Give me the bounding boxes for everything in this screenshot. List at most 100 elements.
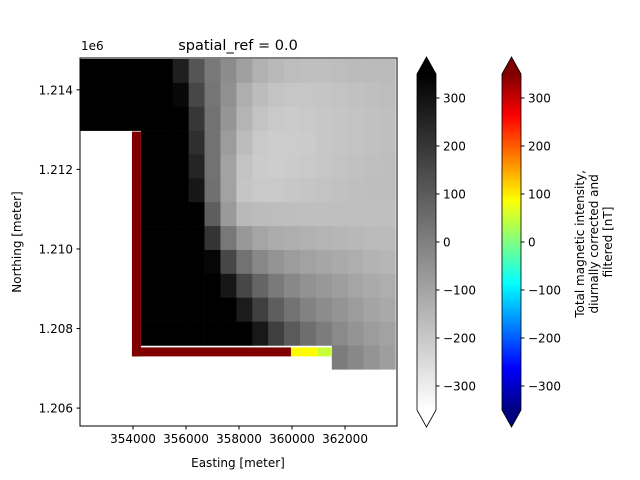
raster-cell — [172, 82, 189, 108]
raster-cell — [156, 58, 174, 84]
raster-cell — [268, 154, 285, 179]
raster-cell — [315, 202, 333, 227]
raster-cell — [299, 297, 317, 322]
raster-cell — [331, 82, 349, 108]
raster-cell — [268, 297, 285, 322]
raster-cell — [156, 130, 174, 155]
raster-cell — [220, 58, 237, 84]
raster-cell — [363, 249, 380, 275]
raster-cell — [125, 58, 142, 84]
raster-cell — [236, 226, 253, 251]
raster-cell — [204, 297, 221, 322]
raster-cell — [156, 202, 174, 227]
raster-cell — [252, 297, 269, 322]
raster-cell — [299, 178, 317, 203]
raster-cell — [156, 297, 174, 322]
raster-cell — [331, 202, 349, 227]
raster-cell — [204, 82, 221, 108]
raster-cell — [172, 178, 189, 203]
raster-cell — [172, 130, 189, 155]
raster-cell — [379, 226, 396, 251]
raster-cell — [347, 226, 364, 251]
raster-cell — [363, 130, 380, 155]
raster-cell — [140, 321, 158, 346]
raster-cell — [236, 58, 253, 84]
chart-title: spatial_ref = 0.0 — [178, 38, 298, 54]
raster-cell — [140, 154, 158, 179]
raster-cell — [188, 202, 205, 227]
y-axis-label: Northing [meter] — [10, 191, 24, 292]
raster-cell — [347, 273, 364, 298]
colorbar-tick-label: 200 — [443, 140, 466, 154]
raster-cell — [284, 202, 301, 227]
colorbar-tick-label: −300 — [528, 380, 561, 394]
raster-cell — [363, 321, 380, 346]
raster-cell — [220, 154, 237, 179]
raster-cell — [315, 273, 333, 298]
raster-cell — [188, 154, 205, 179]
colorbar-body — [502, 74, 521, 410]
raster-cell — [299, 202, 317, 227]
colorbar-outline — [416, 56, 437, 428]
raster-cell — [236, 106, 253, 131]
colorbar-tick-label: −100 — [528, 284, 561, 298]
x-tick-label: 354000 — [110, 432, 156, 446]
raster-cell — [172, 58, 189, 84]
raster-cell — [125, 106, 142, 131]
raster-cell — [93, 82, 110, 108]
colorbar-label: Total magnetic intensity, diurnally corr… — [573, 166, 615, 319]
raster-cell — [204, 178, 221, 203]
raster-cell — [331, 226, 349, 251]
raster-cell — [347, 202, 364, 227]
overlay-segment — [131, 347, 291, 357]
raster-cell — [252, 226, 269, 251]
overlay-segment — [290, 347, 319, 357]
raster-cell — [156, 154, 174, 179]
raster-cell — [80, 58, 94, 84]
raster-cell — [252, 273, 269, 298]
raster-cell — [156, 82, 174, 108]
raster-cell — [331, 345, 349, 370]
colorbar-tick-label: 100 — [528, 188, 551, 202]
raster-cell — [236, 82, 253, 108]
raster-cell — [363, 178, 380, 203]
colorbar-tick-label: 0 — [528, 236, 536, 250]
raster-cell — [379, 58, 396, 84]
raster-cell — [204, 130, 221, 155]
raster-cell — [379, 82, 396, 108]
colorbar-tick-label: 300 — [528, 92, 551, 106]
raster-cell — [284, 249, 301, 275]
raster-cell — [236, 249, 253, 275]
raster-cell — [379, 130, 396, 155]
colorbar-tick-label: −300 — [443, 380, 476, 394]
raster-cell — [363, 273, 380, 298]
raster-cell — [363, 82, 380, 108]
raster-cell — [109, 58, 126, 84]
raster-cell — [363, 226, 380, 251]
raster-cell — [379, 154, 396, 179]
raster-cell — [315, 58, 333, 84]
raster-cell — [140, 82, 158, 108]
raster-cell — [268, 226, 285, 251]
raster-cell — [299, 58, 317, 84]
raster-cell — [204, 226, 221, 251]
raster-cell — [252, 202, 269, 227]
raster-cell — [188, 130, 205, 155]
raster-cell — [347, 82, 364, 108]
raster-cell — [379, 178, 396, 203]
raster-cell — [236, 202, 253, 227]
raster-cell — [379, 106, 396, 131]
raster-cell — [93, 106, 110, 131]
y-tick-label: 1.206 — [39, 402, 73, 416]
raster-cell — [379, 345, 396, 370]
raster-cell — [140, 202, 158, 227]
raster-cell — [204, 58, 221, 84]
raster-cell — [236, 178, 253, 203]
raster-cell — [299, 130, 317, 155]
colorbar-tick-label: −200 — [443, 332, 476, 346]
raster-cell — [188, 273, 205, 298]
raster-cell — [252, 321, 269, 346]
raster-cell — [284, 226, 301, 251]
x-axis: 354000 356000 358000 360000 362000 — [110, 426, 368, 446]
